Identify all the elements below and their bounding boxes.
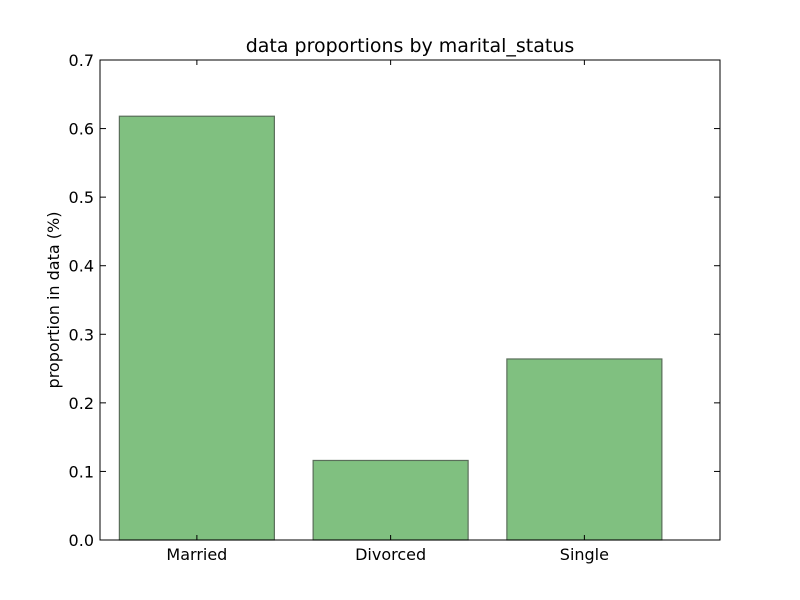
bar-married [118, 115, 275, 541]
y-tick-label: 0.7 [69, 51, 94, 70]
y-tick-label: 0.1 [69, 462, 94, 481]
y-tick-label: 0.4 [69, 257, 94, 276]
y-tick-label: 0.5 [69, 188, 94, 207]
x-tick-label: Single [560, 545, 609, 564]
x-tick-label: Married [166, 545, 227, 564]
x-tick-label: Divorced [355, 545, 426, 564]
y-tick-label: 0.0 [69, 531, 94, 550]
ticks-group: Married Divorced Single 0.0 0.1 0.2 0.3 0.4 0.5 0… [69, 51, 720, 564]
y-tick-label: 0.6 [69, 120, 94, 139]
bars-group [118, 115, 663, 541]
y-tick-label: 0.2 [69, 394, 94, 413]
y-axis-title: proportion in data (%) [44, 212, 63, 389]
y-tick-label: 0.3 [69, 325, 94, 344]
chart-title: data proportions by marital_status [246, 35, 575, 57]
bar-single [506, 358, 663, 541]
plot-frame [99, 59, 721, 541]
bar-divorced [312, 459, 469, 541]
